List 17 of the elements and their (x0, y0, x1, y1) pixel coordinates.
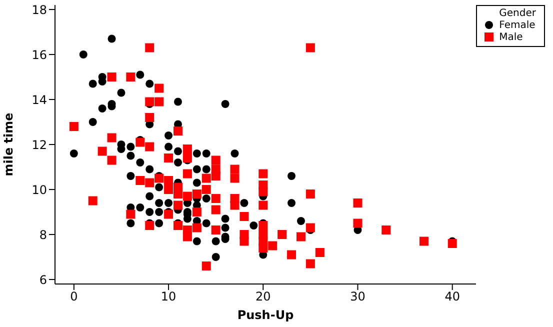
legend-label: Male (499, 32, 523, 42)
legend-title: Gender (498, 8, 536, 19)
x-tick-label: 30 (350, 290, 366, 304)
y-axis-title: mile time (1, 112, 16, 176)
y-tick-label: 12 (32, 138, 47, 152)
x-axis-title: Push-Up (237, 308, 294, 322)
y-tick-label: 6 (39, 272, 47, 287)
legend-label: Female (499, 20, 536, 30)
y-tick-label: 10 (32, 182, 47, 197)
x-tick-label: 10 (160, 290, 176, 304)
y-tick-label: 16 (32, 48, 47, 62)
y-tick-label: 14 (32, 92, 47, 107)
x-tick-label: 40 (444, 290, 460, 304)
x-tick-label: 20 (255, 290, 271, 304)
y-tick-label: 8 (39, 228, 47, 242)
y-tick-label: 18 (32, 2, 47, 17)
x-tick-label: 0 (70, 290, 78, 304)
